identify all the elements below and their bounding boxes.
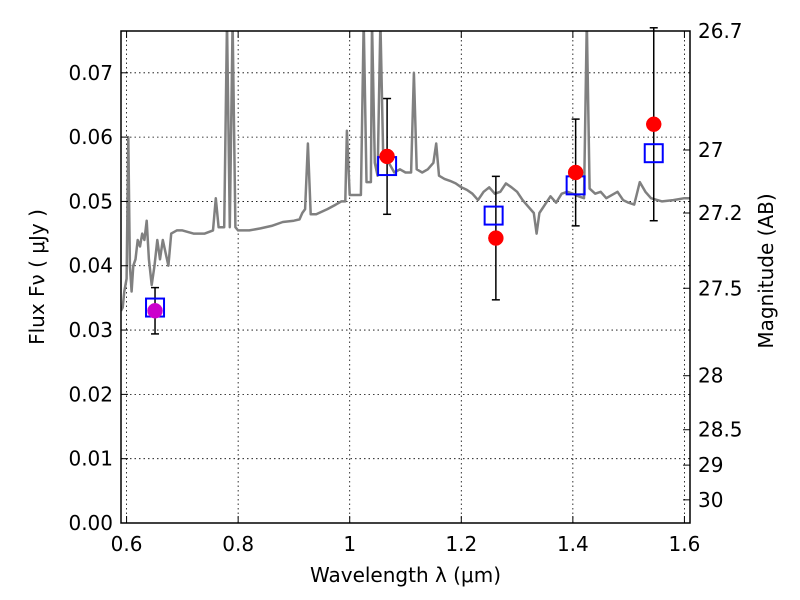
y-tick-label: 0.05 bbox=[68, 189, 113, 213]
grid-lines bbox=[121, 31, 690, 524]
observed-circle-marker bbox=[488, 230, 504, 246]
y-axis-ticks: 0.00 0.01 0.02 0.03 0.04 0.05 0.06 0.07 bbox=[68, 61, 128, 535]
observed-circle-marker bbox=[147, 303, 163, 319]
magnitude-tick-label: 30 bbox=[698, 488, 723, 512]
spectrum-line bbox=[121, 31, 690, 312]
x-tick-label: 0.6 bbox=[111, 532, 143, 556]
y-tick-label: 0.01 bbox=[68, 447, 113, 471]
magnitude-tick-label: 26.7 bbox=[698, 19, 743, 43]
x-tick-label: 1.4 bbox=[557, 532, 589, 556]
x-tick-label: 1.6 bbox=[669, 532, 701, 556]
y-tick-label: 0.02 bbox=[68, 382, 113, 406]
x-tick-label: 1.2 bbox=[445, 532, 477, 556]
magnitude-tick-label: 28 bbox=[698, 364, 723, 388]
magnitude-tick-label: 27.5 bbox=[698, 276, 743, 300]
y-axis-label: Flux Fν ( μJy ) bbox=[25, 209, 49, 345]
magnitude-axis-ticks: 26.7 27 27.2 27.5 28 28.5 29 30 bbox=[683, 19, 743, 512]
y-tick-label: 0.03 bbox=[68, 318, 113, 342]
x-axis-label: Wavelength λ (μm) bbox=[310, 563, 501, 587]
y-tick-label: 0.07 bbox=[68, 61, 113, 85]
magnitude-axis-label: Magnitude (AB) bbox=[754, 193, 778, 348]
magnitude-tick-label: 27 bbox=[698, 138, 723, 162]
x-axis-ticks: 0.6 0.8 1 1.2 1.4 1.6 bbox=[111, 31, 701, 556]
observed-circle-marker bbox=[567, 164, 584, 181]
observed-circle-marker bbox=[379, 148, 395, 165]
y-tick-label: 0.06 bbox=[68, 125, 113, 149]
x-tick-label: 1 bbox=[343, 532, 356, 556]
x-tick-label: 0.8 bbox=[222, 532, 254, 556]
plot-frame bbox=[120, 30, 691, 524]
observed-circle-marker bbox=[645, 116, 662, 133]
y-tick-label: 0.04 bbox=[68, 254, 113, 278]
model-square-marker bbox=[483, 205, 504, 226]
magnitude-tick-label: 29 bbox=[698, 453, 723, 477]
spectrum-series bbox=[121, 31, 690, 312]
data-markers bbox=[145, 116, 664, 319]
magnitude-tick-label: 28.5 bbox=[698, 418, 743, 442]
model-square-marker bbox=[643, 143, 664, 164]
y-tick-label: 0.00 bbox=[68, 511, 113, 535]
magnitude-tick-label: 27.2 bbox=[698, 201, 743, 225]
